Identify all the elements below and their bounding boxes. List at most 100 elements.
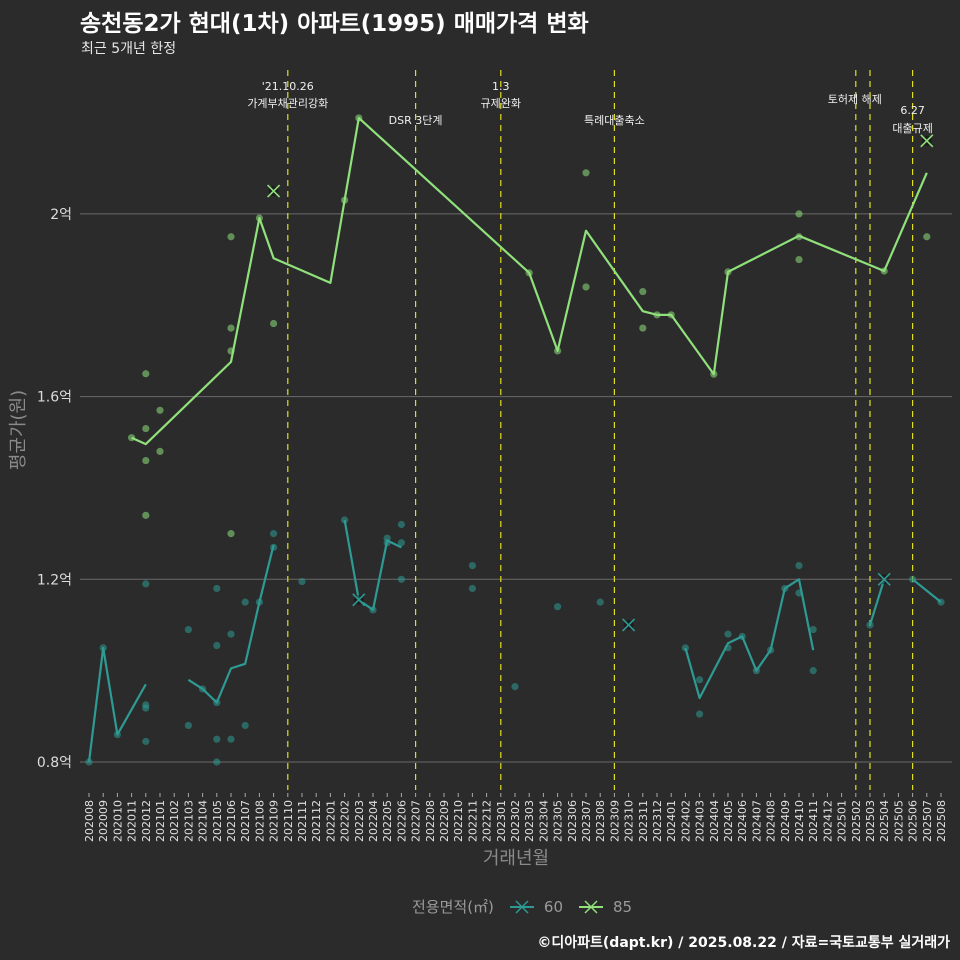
x-tick-label: 202508 (935, 800, 948, 842)
x-tick-label: 202201 (324, 800, 337, 842)
x-tick-label: 202210 (452, 800, 465, 842)
event-annotation: DSR 3단계 (389, 114, 443, 127)
legend-label-60: 60 (543, 897, 563, 916)
x-tick-label: 202312 (651, 800, 664, 842)
data-point-60 (298, 577, 306, 586)
data-point-60 (142, 704, 150, 712)
data-point-60 (468, 561, 476, 570)
legend-label-85: 85 (613, 897, 633, 916)
x-tick-label: 202504 (878, 800, 891, 842)
data-point-85 (582, 169, 590, 177)
event-annotation: 6.27 (900, 104, 925, 117)
legend-item-85: 85 (577, 898, 632, 916)
data-point-60 (554, 603, 562, 611)
legend-cross-icon-85 (579, 899, 603, 914)
data-point-60 (696, 676, 704, 684)
x-tick-label: 202311 (637, 800, 650, 842)
series-line-85 (131, 116, 928, 446)
series-line-60 (868, 578, 886, 626)
x-tick-label: 202306 (566, 800, 579, 842)
x-tick-label: 202410 (793, 800, 806, 842)
data-point-60 (241, 598, 249, 606)
data-point-60 (795, 561, 803, 570)
data-point-60 (511, 683, 519, 691)
series-line-60 (911, 578, 942, 603)
data-point-85 (227, 530, 235, 538)
y-tick-label: 2억 (50, 207, 72, 223)
x-tick-label: 202101 (154, 800, 167, 842)
data-point-60 (397, 575, 405, 583)
x-tick-label: 202208 (424, 800, 437, 842)
x-tick-label: 202110 (282, 800, 295, 842)
x-tick-label: 202109 (268, 800, 281, 842)
legend-title: 전용면적(㎡) (412, 898, 494, 916)
x-tick-label: 202104 (197, 800, 210, 842)
event-annotation: 가계부채관리강화 (247, 97, 328, 110)
data-point-60 (468, 584, 476, 593)
x-tick-label: 202209 (438, 800, 451, 842)
data-point-60 (213, 584, 221, 593)
x-tick-label: 202412 (821, 800, 834, 842)
data-point-60 (184, 625, 192, 634)
data-point-85 (142, 511, 150, 519)
x-tick-label: 202102 (168, 800, 181, 842)
x-tick-label: 202202 (339, 800, 352, 842)
x-tick-label: 202207 (410, 800, 423, 842)
x-tick-label: 202108 (253, 800, 266, 842)
x-tick-label: 202212 (481, 800, 494, 842)
data-point-85 (156, 406, 164, 414)
x-tick-label: 202305 (552, 800, 565, 842)
data-point-60 (213, 735, 221, 743)
series-line-60 (187, 544, 275, 704)
x-tick-label: 202402 (679, 800, 692, 842)
y-tick-label: 1.6억 (37, 390, 72, 406)
event-annotation: '21.10.26 (262, 80, 314, 93)
cross-marker-60 (352, 593, 366, 607)
data-point-60 (227, 630, 235, 638)
event-annotation: 특례대출축소 (584, 114, 645, 127)
x-tick-label: 202008 (83, 800, 96, 842)
data-point-60 (213, 641, 221, 650)
series-line-60 (684, 578, 815, 700)
data-point-85 (795, 255, 803, 264)
x-tick-label: 202502 (850, 800, 863, 842)
data-point-60 (596, 598, 604, 606)
cross-marker-60 (877, 572, 891, 586)
data-point-85 (639, 287, 647, 296)
x-tick-label: 202012 (140, 800, 153, 842)
data-point-85 (270, 319, 278, 328)
x-tick-label: 202411 (807, 800, 820, 842)
x-tick-label: 202310 (623, 800, 636, 842)
cross-marker-85 (920, 134, 934, 148)
data-point-60 (724, 630, 732, 638)
event-annotation: 1.3 (492, 80, 510, 93)
x-tick-label: 202211 (466, 800, 479, 842)
x-tick-label: 202307 (580, 800, 593, 842)
data-point-85 (582, 283, 590, 291)
data-point-60 (696, 710, 704, 718)
data-point-60 (142, 580, 150, 588)
data-point-60 (184, 721, 192, 730)
data-point-60 (809, 625, 817, 634)
data-point-60 (809, 667, 817, 675)
legend-item-60: 60 (508, 898, 563, 916)
data-point-85 (923, 233, 931, 241)
legend-cross-icon-60 (509, 899, 534, 914)
series-line-60 (343, 519, 402, 612)
data-point-85 (795, 210, 803, 218)
event-annotation: 토허제 해제 (828, 92, 882, 106)
x-tick-label: 202405 (722, 800, 735, 842)
x-tick-label: 202112 (310, 800, 323, 842)
x-tick-label: 202408 (765, 800, 778, 842)
x-axis-label: 거래년월 (483, 848, 549, 869)
series-line-60 (87, 646, 147, 763)
chart-title: 송천동2가 현대(1차) 아파트(1995) 매매가격 변화 (80, 11, 589, 37)
data-point-85 (227, 324, 235, 332)
cross-marker-85 (267, 184, 281, 198)
x-tick-label: 202301 (495, 800, 508, 842)
x-tick-label: 202404 (708, 800, 721, 842)
x-tick-label: 202111 (296, 800, 309, 842)
x-tick-label: 202507 (921, 800, 934, 842)
x-tick-label: 202309 (608, 800, 621, 842)
